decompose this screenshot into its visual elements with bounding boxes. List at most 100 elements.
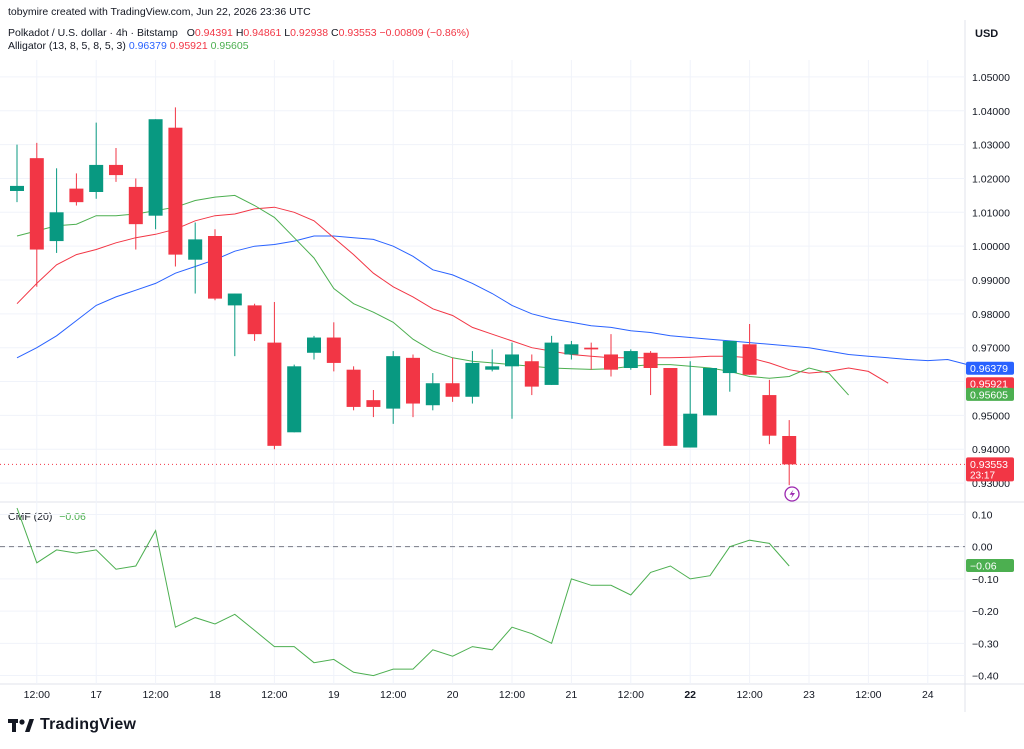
teeth-price-badge-bg (966, 377, 1014, 391)
ohlc-low: 0.92938 (290, 27, 329, 39)
candle-body (485, 366, 500, 370)
candle[interactable] (722, 340, 737, 392)
candle[interactable] (782, 420, 797, 486)
tradingview-logo-icon (8, 719, 34, 732)
price-tick-label: 0.97000 (972, 343, 1010, 355)
ohlc-low-label: L (284, 27, 291, 39)
candle-body (465, 362, 480, 397)
candle[interactable] (663, 368, 678, 446)
tradingview-brand[interactable]: TradingView (8, 716, 136, 734)
candle[interactable] (168, 107, 183, 267)
cmf-tick-label: −0.30 (972, 638, 999, 650)
lips-price-badge: 0.95605 (966, 387, 1014, 401)
candle[interactable] (703, 368, 717, 416)
alligator-lips-value: 0.95605 (210, 40, 249, 52)
candle[interactable] (544, 335, 559, 385)
candle[interactable] (386, 351, 401, 424)
cmf-tick-label: −0.20 (972, 606, 999, 618)
price-tick-label: 0.99000 (972, 275, 1010, 287)
candle[interactable] (584, 342, 599, 370)
ohlc-high-label: H (235, 27, 244, 39)
ohlc-high: 0.94861 (243, 27, 282, 39)
alligator-jaw-line (16, 235, 968, 366)
chart-canvas[interactable]: 1.05000 1.04000 1.03000 1.02000 1.01000 1.000… (0, 0, 1024, 712)
candle[interactable] (128, 178, 143, 250)
candle-body (109, 164, 123, 176)
candle[interactable] (49, 168, 64, 253)
candle-body (623, 351, 638, 368)
ohlc-close: 0.93553 (338, 27, 377, 39)
cmf-value-badge-bg (966, 559, 1014, 572)
candle[interactable] (683, 361, 698, 448)
candle[interactable] (604, 334, 618, 377)
candle[interactable] (148, 119, 163, 230)
candle[interactable] (29, 142, 44, 287)
price-tick-label: 1.03000 (972, 140, 1010, 152)
candle[interactable] (623, 349, 638, 370)
candle[interactable] (485, 349, 500, 372)
candle[interactable] (227, 293, 242, 357)
teeth-price-badge: 0.95921 (966, 377, 1014, 391)
alligator-legend: Alligator (13, 8, 5, 8, 5, 3) 0.96379 0.… (8, 40, 249, 52)
candle-body (564, 344, 579, 355)
candle[interactable] (465, 351, 480, 404)
candle[interactable] (366, 390, 381, 418)
price-tick-label: 0.94000 (972, 444, 1010, 456)
candle-body (227, 293, 242, 306)
cmf-tick-label: 0.10 (972, 509, 993, 521)
candle-body (524, 361, 539, 387)
candle[interactable] (425, 373, 440, 411)
candle-body (49, 212, 64, 242)
candle[interactable] (326, 322, 341, 372)
candle-body (406, 357, 420, 404)
time-tick-label: 12:00 (499, 689, 525, 701)
time-tick-label: 20 (447, 689, 459, 701)
candle-body (208, 236, 222, 299)
candle-body (247, 305, 262, 335)
time-axis[interactable]: 12:00 17 12:00 18 12:00 19 12:00 20 12:00 21 12:00… (24, 689, 934, 701)
candle[interactable] (208, 229, 222, 301)
candle[interactable] (505, 342, 519, 419)
candle-body (366, 400, 381, 407)
current-price-badge-bg (966, 457, 1014, 482)
price-tick-label: 1.02000 (972, 173, 1010, 185)
candle[interactable] (346, 366, 361, 411)
ohlc-close-label: C (331, 27, 339, 39)
candle-body (663, 368, 678, 446)
time-tick-label: 21 (566, 689, 578, 701)
candle-body (762, 395, 777, 436)
candle[interactable] (406, 354, 420, 418)
candle[interactable] (643, 351, 658, 396)
candle-body (69, 188, 84, 203)
jaw-price-badge: 0.96379 (966, 361, 1014, 375)
candle[interactable] (445, 357, 460, 402)
candle-body (10, 185, 24, 191)
flash-icon[interactable] (784, 486, 800, 502)
candle[interactable] (10, 144, 24, 203)
candle[interactable] (287, 364, 302, 433)
candle[interactable] (69, 173, 84, 206)
candle[interactable] (89, 122, 104, 199)
cmf-tick-label: 0.00 (972, 542, 993, 554)
candle[interactable] (188, 222, 203, 294)
price-axis[interactable]: 1.05000 1.04000 1.03000 1.02000 1.01000 1.000… (972, 72, 1010, 490)
candle[interactable] (247, 303, 262, 341)
ohlc-change: −0.00809 (−0.86%) (379, 27, 470, 39)
symbol-legend: Polkadot / U.S. dollar · 4h · Bitstamp O… (8, 27, 469, 39)
time-tick-label: 23 (803, 689, 815, 701)
lips-price-badge-bg (966, 387, 1014, 401)
candle[interactable] (762, 379, 777, 445)
candle[interactable] (742, 324, 757, 375)
ohlc-open-label: O (186, 27, 195, 39)
candle[interactable] (524, 354, 539, 396)
current-price-badge-countdown: 23:17 (970, 470, 995, 481)
candle[interactable] (564, 340, 579, 360)
candle-body (703, 368, 717, 416)
cmf-value-badge: −0.06 (966, 559, 1014, 573)
candle[interactable] (267, 302, 282, 450)
candle[interactable] (307, 335, 321, 360)
candle-body (505, 354, 519, 367)
candles-layer (10, 107, 797, 486)
candle[interactable] (109, 148, 123, 182)
